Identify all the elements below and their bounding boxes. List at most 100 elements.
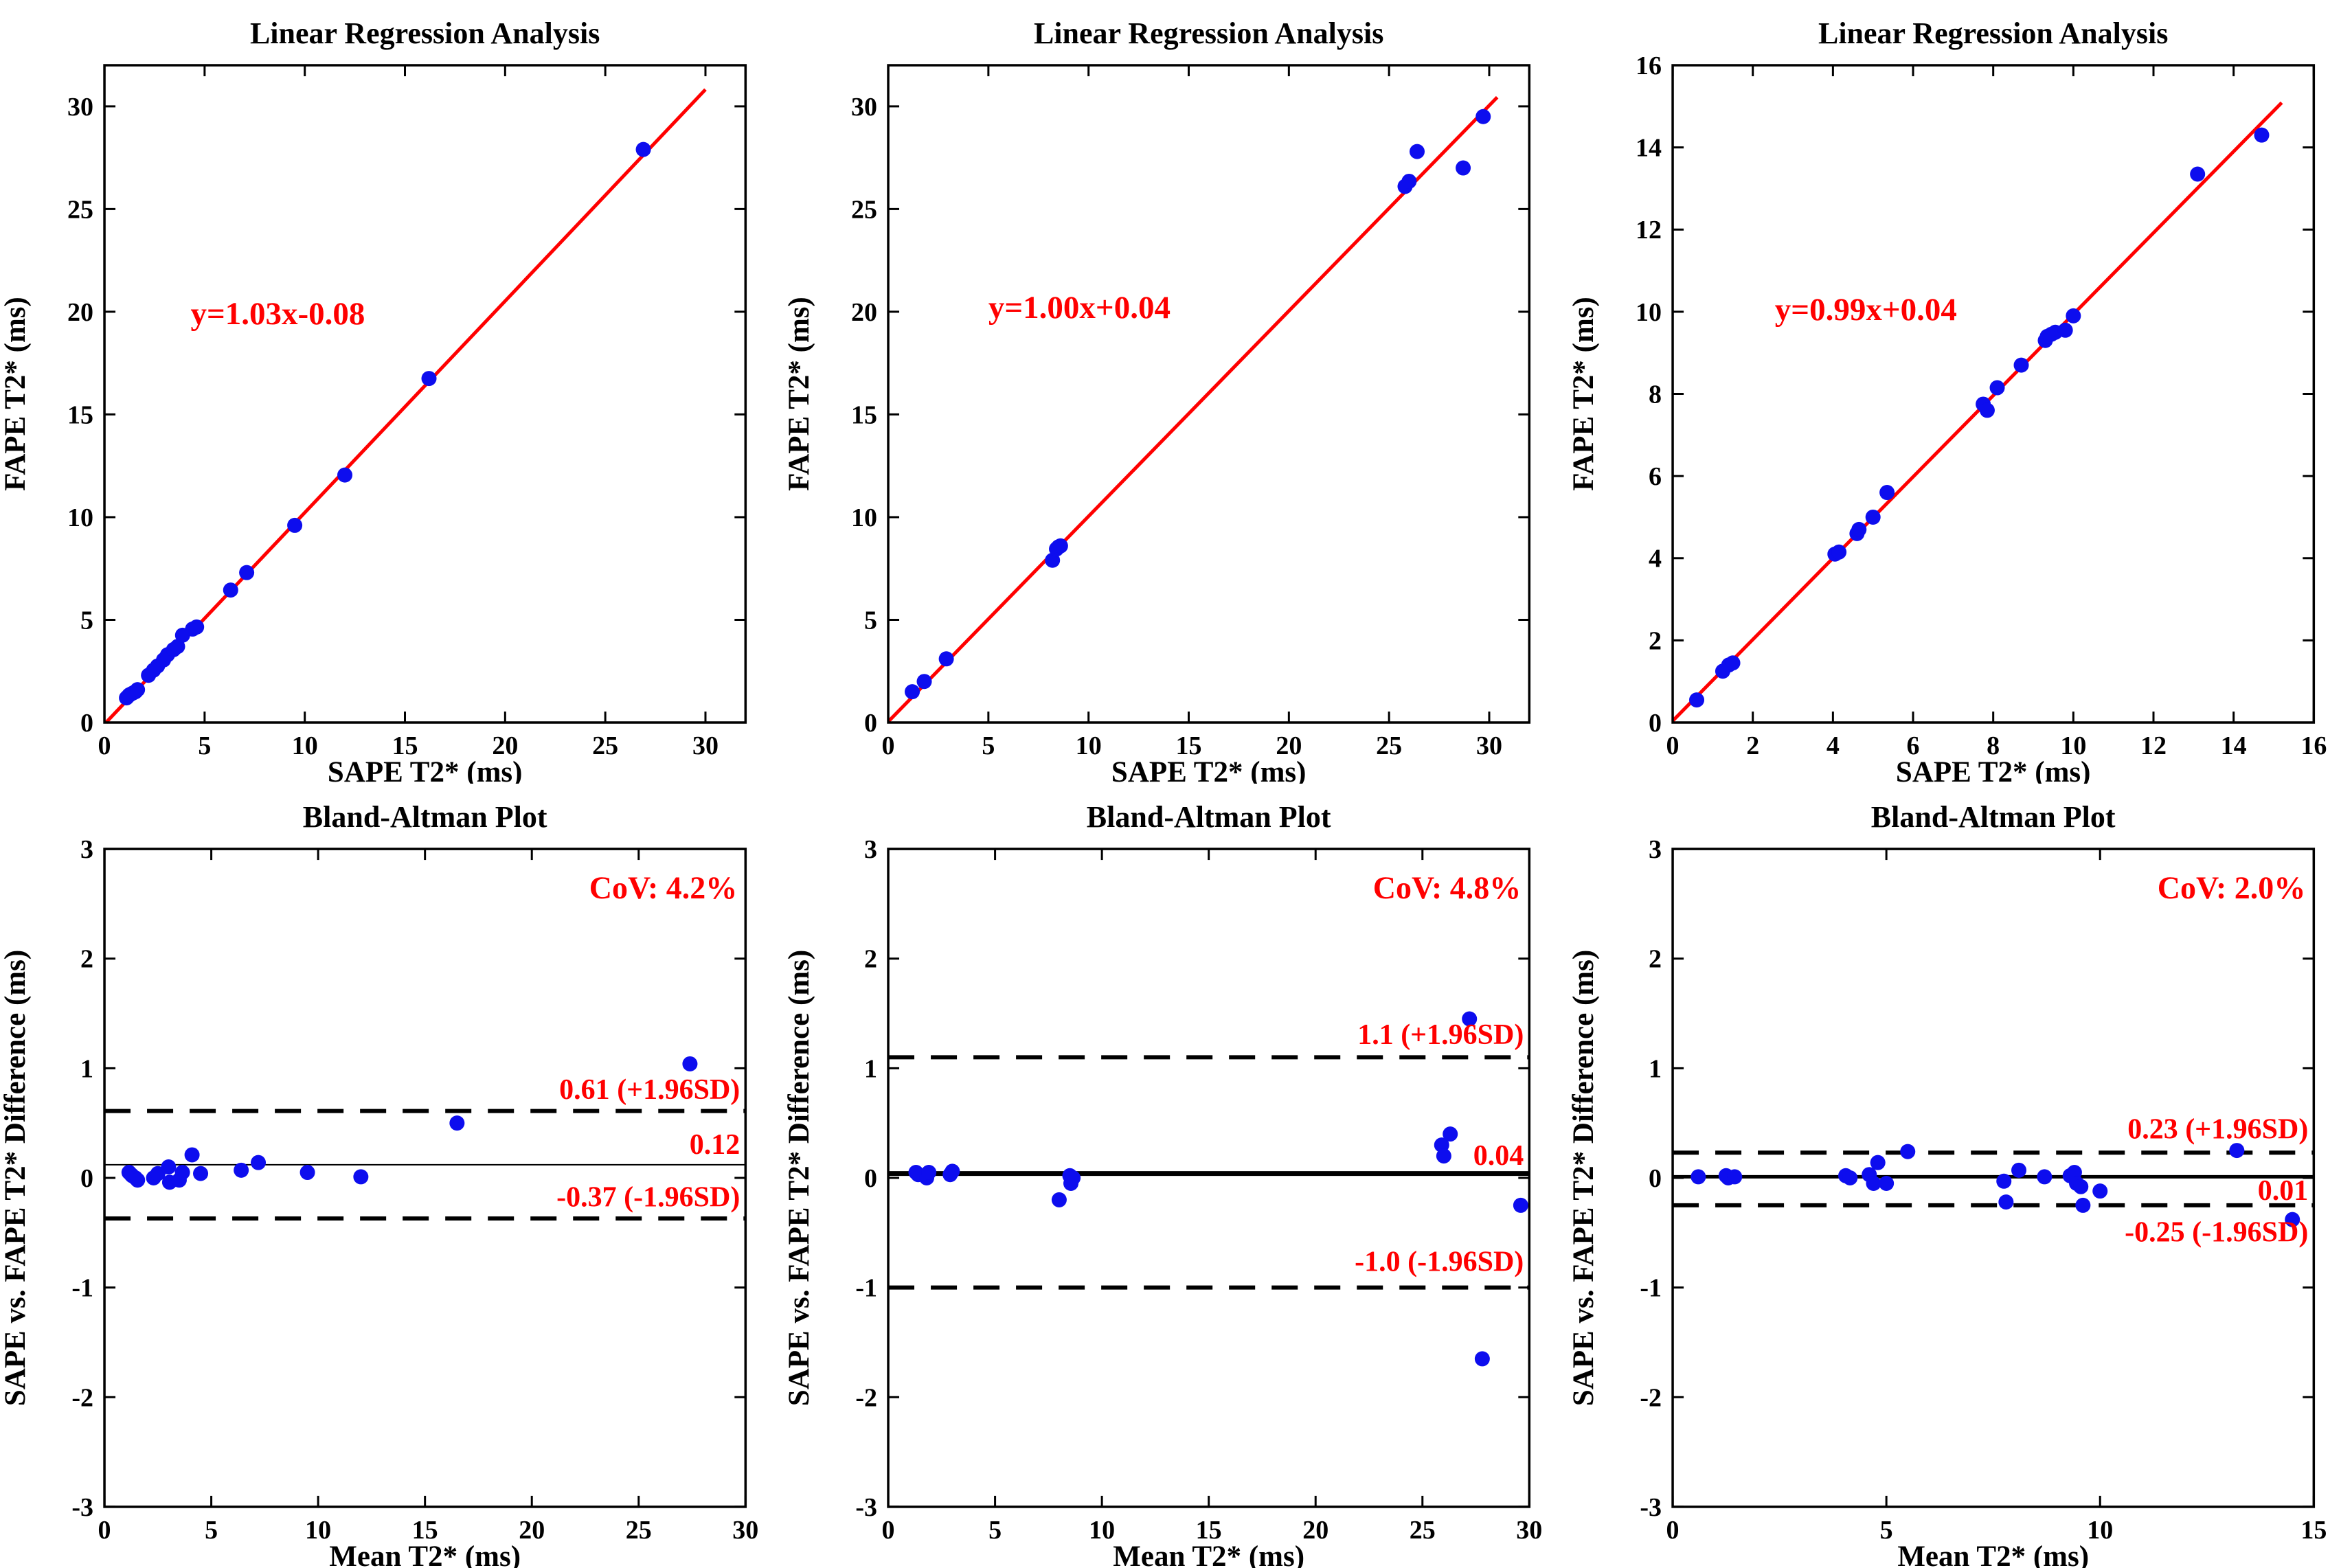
scatter-point [234,1162,249,1178]
x-tick-label: 5 [205,1516,218,1545]
scatter-point [1436,1148,1452,1164]
y-tick-label: -2 [856,1383,878,1412]
y-tick-label: 2 [864,945,877,974]
regression-chart-2: Linear Regression Analysis y=1.00x+0.04 0 5… [784,16,1531,784]
y-tick-label: 16 [1636,52,1662,80]
scatter-point [2228,1143,2244,1159]
scatter-point [1688,692,1704,708]
y-tick-label: 5 [864,606,877,635]
scatter-point [161,1159,177,1175]
scatter-point [1879,485,1895,501]
scatter-point [1052,1192,1067,1207]
regression-line [1671,101,2283,723]
scatter-point [1475,1351,1491,1367]
y-tick-label: 3 [1649,835,1662,864]
x-tick-label: 20 [1303,1516,1329,1545]
x-tick-label: 6 [1906,731,1919,760]
scatter-point [938,651,954,667]
scatter-point [1995,1173,2011,1189]
x-tick-label: 10 [2087,1516,2113,1545]
scatter-point [130,682,146,698]
y-tick-label: 0 [1649,1164,1662,1193]
scatter-point [2254,127,2270,143]
upper-loa-label: 1.1 (+1.96SD) [1358,1019,1524,1051]
panel-bland-altman-high-range: Bland-Altman Plot CoV: 4.8% 1.1 (+1.96SD) 0… [784,784,1568,1568]
x-axis-label: Mean T2* (ms) [1113,1541,1305,1568]
bland-altman-chart-3: Bland-Altman Plot CoV: 2.0% 0.23 (+1.96SD)… [1568,800,2327,1568]
y-tick-label: 8 [1649,380,1662,409]
panel-regression-all-range: Linear Regression Analysis y=1.03x-0.08 0 5… [0,0,784,784]
x-tick-label: 0 [1666,731,1679,760]
x-tick-label: 30 [1517,1516,1543,1545]
y-tick-label: 20 [851,298,877,327]
scatter-point [945,1163,960,1179]
x-tick-label: 10 [292,731,318,760]
x-tick-label: 16 [2300,731,2327,760]
y-axis-label: SAPE vs. FAPE T2* Difference (ms) [0,950,32,1406]
scatter-point [1979,402,1995,418]
scatter-point [287,517,303,533]
scatter-point [635,141,651,157]
scatter-point [1456,160,1471,176]
y-tick-label: 12 [1636,216,1662,245]
panel-bland-altman-all-range: Bland-Altman Plot CoV: 4.2% 0.61 (+1.96SD)… [0,784,784,1568]
scatter-point [239,565,255,580]
scatter-point [299,1165,315,1181]
x-tick-label: 10 [1089,1516,1115,1545]
x-tick-label: 0 [98,731,111,760]
axes-box [103,64,747,724]
y-tick-label: 0 [80,1164,93,1193]
x-tick-label: 25 [626,1516,652,1545]
panel-bland-altman-low-range: Bland-Altman Plot CoV: 2.0% 0.23 (+1.96SD)… [1568,784,2352,1568]
scatter-point [1462,1011,1478,1027]
panel-title: Bland-Altman Plot [1870,800,2115,834]
bland-altman-chart-1: Bland-Altman Plot CoV: 4.2% 0.61 (+1.96SD)… [0,800,758,1568]
scatter-point [193,1166,209,1181]
x-tick-label: 25 [1376,731,1402,760]
panel-title: Bland-Altman Plot [1087,800,1331,834]
y-tick-label: 0 [864,709,877,738]
scatter-point [1513,1197,1529,1213]
scatter-point [421,371,437,387]
y-tick-label: 0 [1649,709,1662,738]
x-tick-label: 5 [198,731,211,760]
y-tick-label: 15 [67,400,93,429]
x-axis-label: Mean T2* (ms) [1897,1541,2089,1568]
cov-label: CoV: 4.2% [589,870,738,905]
scatter-point [251,1155,267,1170]
x-axis-label: SAPE T2* (ms) [1111,756,1307,784]
x-tick-label: 0 [882,1516,895,1545]
y-tick-label: -3 [1640,1493,1662,1522]
x-tick-label: 0 [1666,1516,1679,1545]
y-tick-label: 4 [1649,545,1662,573]
scatter-point [2074,1197,2091,1213]
x-tick-label: 10 [2060,731,2086,760]
upper-loa-label: 0.23 (+1.96SD) [2127,1114,2308,1146]
scatter-point [170,639,185,655]
y-tick-label: 14 [1636,134,1662,163]
y-tick-label: -1 [856,1274,878,1303]
scatter-point [1065,1170,1081,1186]
x-tick-label: 15 [1196,1516,1222,1545]
scatter-point [2189,166,2205,182]
scatter-point [1899,1144,1915,1159]
scatter-point [1831,544,1846,560]
x-axis-label: Mean T2* (ms) [329,1541,521,1568]
scatter-point [1725,655,1741,671]
y-tick-label: 10 [67,503,93,532]
x-tick-label: 4 [1827,731,1840,760]
scatter-point [2037,1169,2053,1185]
lower-loa-label: -1.0 (-1.96SD) [1355,1247,1524,1278]
bland-altman-chart-2: Bland-Altman Plot CoV: 4.8% 1.1 (+1.96SD) 0… [784,800,1543,1568]
y-tick-label: 20 [67,298,93,327]
x-axis-label: SAPE T2* (ms) [1896,756,2091,784]
scatter-point [916,674,932,690]
scatter-point [1851,521,1866,537]
scatter-point [174,1165,190,1181]
panel-title: Linear Regression Analysis [1818,16,2168,50]
x-tick-label: 20 [492,731,518,760]
axes-box [887,848,1531,1508]
scatter-point [449,1115,465,1131]
x-tick-label: 5 [1879,1516,1892,1545]
x-tick-label: 15 [412,1516,438,1545]
